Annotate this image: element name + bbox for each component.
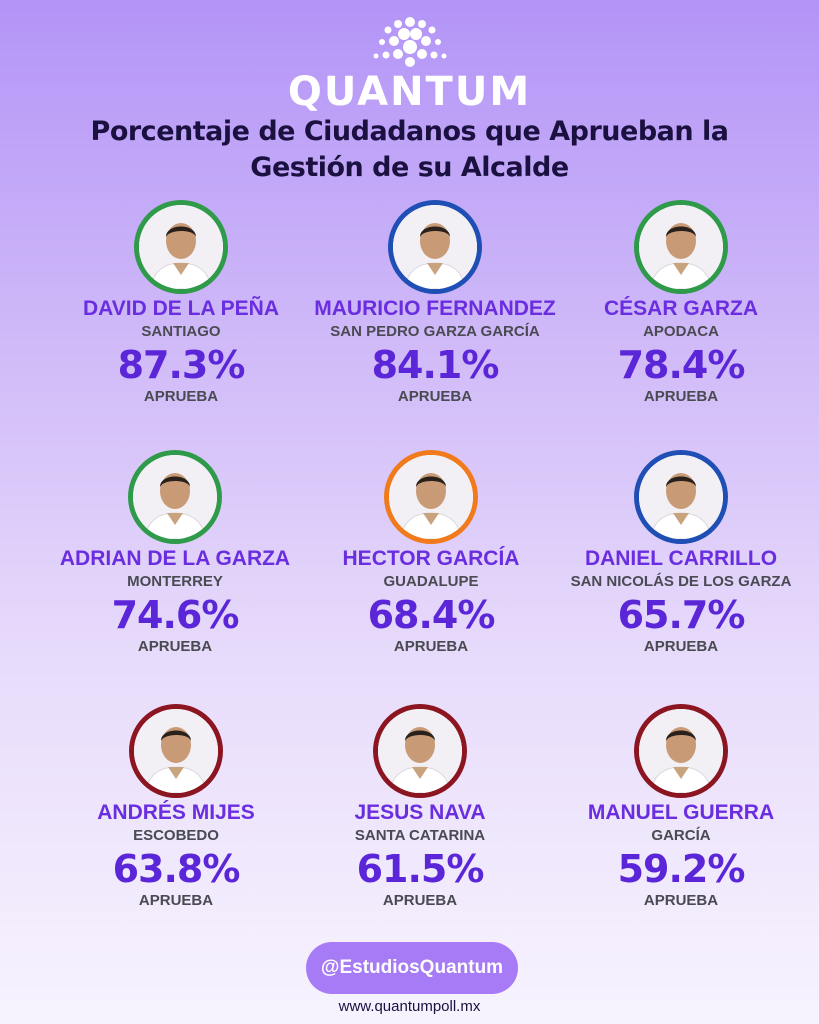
quantum-logo: QUANTUM xyxy=(0,14,819,112)
mayor-photo xyxy=(388,200,482,294)
approval-percentage: 68.4% xyxy=(367,593,496,637)
approval-percentage: 87.3% xyxy=(117,343,246,387)
mayor-card: DANIEL CARRILLO SAN NICOLÁS DE LOS GARZA 6… xyxy=(551,450,811,656)
mayor-photo xyxy=(129,704,223,798)
mayor-card: HECTOR GARCÍA GUADALUPE 68.4% APRUEBA xyxy=(301,450,561,656)
person-silhouette-icon xyxy=(639,709,723,793)
approval-percentage: 59.2% xyxy=(617,847,746,891)
approval-percentage: 63.8% xyxy=(112,847,241,891)
approval-percentage: 84.1% xyxy=(371,343,500,387)
mayor-photo xyxy=(634,450,728,544)
mayor-card: DAVID DE LA PEÑA SANTIAGO 87.3% APRUEBA xyxy=(51,200,311,406)
approval-label: APRUEBA xyxy=(137,638,213,655)
mayor-card: ANDRÉS MIJES ESCOBEDO 63.8% APRUEBA xyxy=(46,704,306,910)
mayor-photo xyxy=(134,200,228,294)
title-line-1: Porcentaje de Ciudadanos que Aprueban la xyxy=(90,116,729,147)
approval-percentage: 74.6% xyxy=(111,593,240,637)
municipality-name: SAN NICOLÁS DE LOS GARZA xyxy=(570,573,792,590)
municipality-name: GUADALUPE xyxy=(383,573,479,590)
social-handle-button[interactable]: @EstudiosQuantum xyxy=(306,942,518,994)
municipality-name: MONTERREY xyxy=(127,573,223,590)
mayor-photo xyxy=(373,704,467,798)
municipality-name: SAN PEDRO GARZA GARCÍA xyxy=(330,323,540,340)
mayor-photo xyxy=(384,450,478,544)
person-silhouette-icon xyxy=(134,709,218,793)
mayor-name: ADRIAN DE LA GARZA xyxy=(59,547,291,570)
person-silhouette-icon xyxy=(639,455,723,539)
approval-label: APRUEBA xyxy=(393,638,469,655)
website-link[interactable]: www.quantumpoll.mx xyxy=(338,998,481,1015)
municipality-name: ESCOBEDO xyxy=(133,827,219,844)
brand-name: QUANTUM xyxy=(287,69,532,115)
person-silhouette-icon xyxy=(378,709,462,793)
municipality-name: GARCÍA xyxy=(651,827,711,844)
mayor-photo xyxy=(634,200,728,294)
mayor-card: JESUS NAVA SANTA CATARINA 61.5% APRUEBA xyxy=(290,704,550,910)
mayor-name: DAVID DE LA PEÑA xyxy=(82,297,279,320)
mayor-name: DANIEL CARRILLO xyxy=(584,547,778,570)
approval-label: APRUEBA xyxy=(643,892,719,909)
approval-label: APRUEBA xyxy=(382,892,458,909)
mayor-name: ANDRÉS MIJES xyxy=(97,801,255,824)
dotted-sphere-icon xyxy=(373,17,446,67)
approval-label: APRUEBA xyxy=(643,388,719,405)
person-silhouette-icon xyxy=(393,205,477,289)
mayor-name: JESUS NAVA xyxy=(354,801,486,824)
approval-percentage: 61.5% xyxy=(356,847,485,891)
approval-label: APRUEBA xyxy=(143,388,219,405)
municipality-name: SANTA CATARINA xyxy=(354,827,486,844)
mayor-name: MAURICIO FERNANDEZ xyxy=(314,297,556,320)
approval-percentage: 65.7% xyxy=(617,593,746,637)
title-line-2: Gestión de su Alcalde xyxy=(250,152,569,183)
mayor-card: MAURICIO FERNANDEZ SAN PEDRO GARZA GARCÍA… xyxy=(305,200,565,406)
mayor-name: MANUEL GUERRA xyxy=(587,801,775,824)
mayor-photo xyxy=(128,450,222,544)
approval-label: APRUEBA xyxy=(138,892,214,909)
approval-percentage: 78.4% xyxy=(617,343,746,387)
approval-label: APRUEBA xyxy=(643,638,719,655)
person-silhouette-icon xyxy=(389,455,473,539)
person-silhouette-icon xyxy=(133,455,217,539)
person-silhouette-icon xyxy=(139,205,223,289)
page-title: Porcentaje de Ciudadanos que Aprueban la… xyxy=(40,114,779,186)
mayor-card: MANUEL GUERRA GARCÍA 59.2% APRUEBA xyxy=(551,704,811,910)
mayor-photo xyxy=(634,704,728,798)
mayor-card: CÉSAR GARZA APODACA 78.4% APRUEBA xyxy=(551,200,811,406)
mayor-name: CÉSAR GARZA xyxy=(603,297,758,320)
municipality-name: APODACA xyxy=(643,323,719,340)
municipality-name: SANTIAGO xyxy=(141,323,221,340)
person-silhouette-icon xyxy=(639,205,723,289)
approval-label: APRUEBA xyxy=(397,388,473,405)
mayor-card: ADRIAN DE LA GARZA MONTERREY 74.6% APRUEBA xyxy=(45,450,305,656)
mayor-name: HECTOR GARCÍA xyxy=(342,547,520,570)
